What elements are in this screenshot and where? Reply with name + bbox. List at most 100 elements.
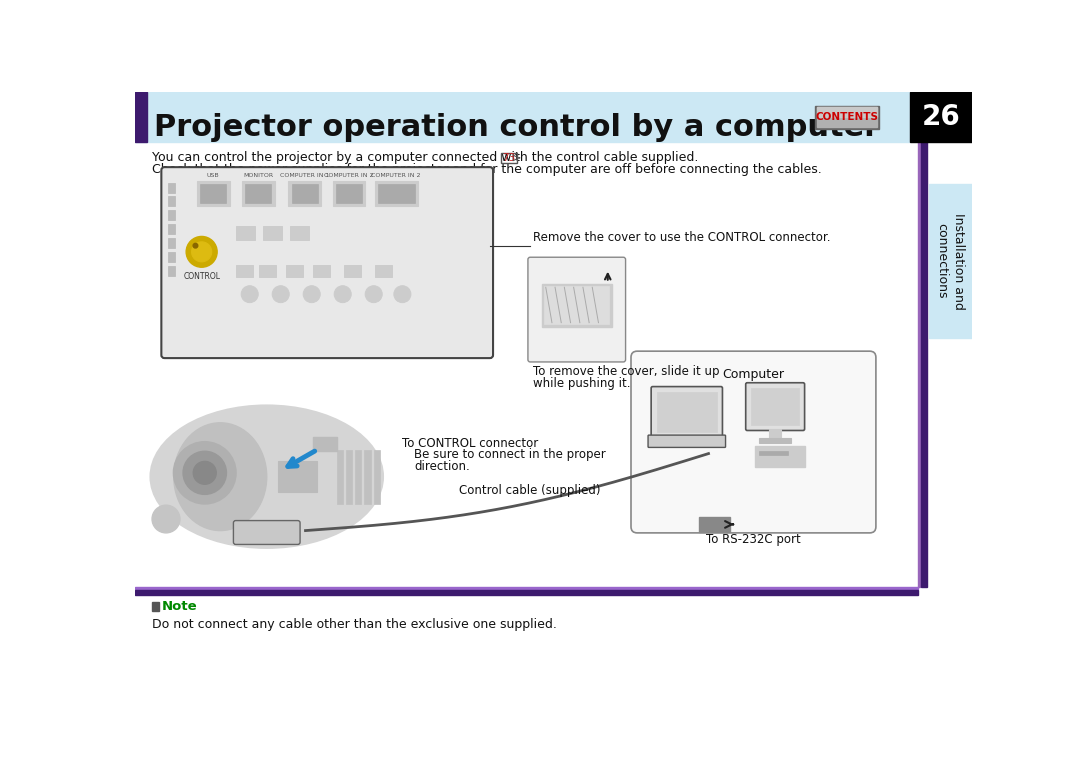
- Bar: [336, 184, 362, 202]
- Bar: [657, 392, 717, 432]
- Circle shape: [193, 244, 198, 248]
- Text: To RS-232C port: To RS-232C port: [706, 533, 801, 546]
- Bar: [751, 388, 799, 425]
- Bar: [167, 183, 175, 193]
- Bar: [135, 590, 918, 595]
- Bar: [135, 92, 910, 142]
- Bar: [918, 142, 920, 587]
- Text: CONTROL: CONTROL: [184, 272, 220, 281]
- Ellipse shape: [150, 406, 383, 548]
- Bar: [167, 252, 175, 262]
- Bar: [699, 516, 730, 532]
- Text: Installation and
connections: Installation and connections: [935, 212, 966, 309]
- Circle shape: [303, 286, 321, 303]
- Circle shape: [174, 442, 235, 503]
- Text: To remove the cover, slide it up: To remove the cover, slide it up: [534, 365, 720, 378]
- Bar: [167, 224, 175, 234]
- Bar: [345, 265, 362, 277]
- Bar: [333, 181, 365, 206]
- Bar: [544, 286, 609, 324]
- Bar: [910, 92, 972, 142]
- FancyBboxPatch shape: [233, 520, 300, 545]
- Bar: [755, 446, 806, 468]
- Text: You can control the projector by a computer connected with the control cable sup: You can control the projector by a compu…: [152, 151, 702, 164]
- Text: Control cable (supplied): Control cable (supplied): [459, 484, 600, 497]
- Bar: [167, 210, 175, 220]
- Bar: [200, 184, 227, 202]
- Text: Do not connect any cable other than the exclusive one supplied.: Do not connect any cable other than the …: [152, 617, 557, 630]
- Bar: [921, 142, 927, 587]
- Text: 26: 26: [921, 102, 960, 131]
- Bar: [152, 602, 159, 611]
- Text: Check that the power supplies for the projector and for the computer are off bef: Check that the power supplies for the pr…: [152, 163, 822, 176]
- Bar: [291, 226, 309, 241]
- Circle shape: [241, 286, 258, 303]
- Bar: [242, 181, 274, 206]
- Bar: [286, 265, 303, 277]
- FancyBboxPatch shape: [528, 257, 625, 362]
- Circle shape: [193, 461, 216, 484]
- Bar: [816, 107, 877, 117]
- Ellipse shape: [174, 422, 267, 530]
- Text: Projector operation control by a computer: Projector operation control by a compute…: [153, 113, 879, 142]
- Bar: [279, 461, 318, 492]
- Text: Note: Note: [162, 601, 198, 613]
- Bar: [135, 587, 918, 589]
- Text: Remove the cover to use the CONTROL connector.: Remove the cover to use the CONTROL conn…: [534, 231, 831, 244]
- Bar: [364, 450, 370, 503]
- Bar: [313, 265, 330, 277]
- Circle shape: [365, 286, 382, 303]
- Bar: [135, 92, 147, 142]
- Bar: [288, 181, 321, 206]
- FancyBboxPatch shape: [745, 383, 805, 430]
- Bar: [542, 284, 611, 326]
- Bar: [235, 265, 253, 277]
- Circle shape: [272, 286, 289, 303]
- Bar: [167, 266, 175, 276]
- Text: COMPUTER IN 2: COMPUTER IN 2: [372, 173, 421, 178]
- Circle shape: [334, 286, 351, 303]
- Bar: [929, 184, 972, 338]
- Bar: [374, 450, 380, 503]
- FancyBboxPatch shape: [161, 167, 494, 358]
- Text: To CONTROL connector: To CONTROL connector: [403, 437, 539, 450]
- Circle shape: [152, 505, 180, 533]
- Bar: [759, 451, 788, 455]
- Bar: [375, 181, 418, 206]
- Bar: [262, 226, 282, 241]
- Text: MONITOR: MONITOR: [243, 173, 273, 178]
- Bar: [816, 107, 877, 127]
- Bar: [769, 429, 781, 439]
- Bar: [815, 105, 879, 128]
- Text: Be sure to connect in the proper: Be sure to connect in the proper: [414, 448, 606, 461]
- FancyBboxPatch shape: [651, 387, 723, 438]
- Text: USB: USB: [207, 173, 219, 178]
- Bar: [355, 450, 362, 503]
- Circle shape: [186, 236, 217, 267]
- Bar: [245, 184, 271, 202]
- Bar: [378, 184, 415, 202]
- Bar: [375, 265, 392, 277]
- Text: 73: 73: [502, 153, 515, 163]
- Bar: [259, 265, 276, 277]
- Bar: [501, 153, 517, 163]
- Bar: [337, 450, 342, 503]
- Text: direction.: direction.: [414, 460, 470, 473]
- FancyBboxPatch shape: [648, 435, 726, 448]
- Bar: [292, 184, 318, 202]
- Circle shape: [191, 242, 212, 262]
- Text: COMPUTER IN 1: COMPUTER IN 1: [280, 173, 329, 178]
- Bar: [313, 437, 337, 451]
- Bar: [167, 196, 175, 206]
- Bar: [235, 226, 255, 241]
- Circle shape: [183, 452, 227, 494]
- Text: Computer: Computer: [723, 368, 784, 381]
- Text: COMPUTER IN 2: COMPUTER IN 2: [324, 173, 374, 178]
- Bar: [346, 450, 352, 503]
- Bar: [167, 238, 175, 248]
- Bar: [759, 439, 792, 443]
- FancyBboxPatch shape: [631, 351, 876, 533]
- Text: while pushing it.: while pushing it.: [534, 377, 631, 390]
- Bar: [197, 181, 230, 206]
- Text: CONTENTS: CONTENTS: [815, 112, 879, 122]
